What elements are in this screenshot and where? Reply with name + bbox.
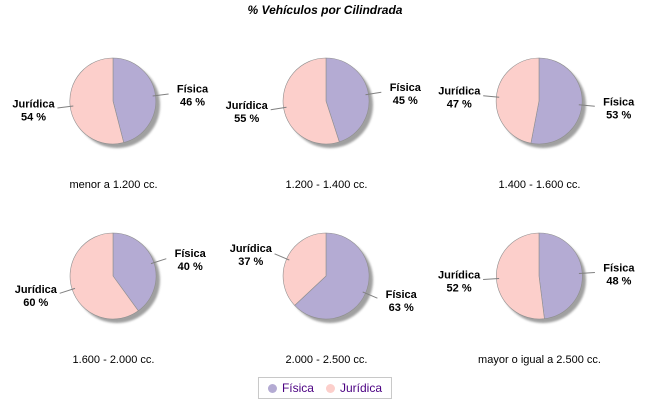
pie-slice-value-fisica: 46 % [180, 97, 205, 109]
pie-cell-4: Física 40 % Jurídica 60 % 1.600 - 2.000 cc. [5, 205, 222, 375]
legend-item-juridica: Jurídica [325, 381, 383, 395]
pie-slice-name-juridica: Jurídica [438, 270, 481, 282]
label-leader-line [483, 95, 500, 98]
legend-swatch-fisica-icon [267, 383, 277, 393]
pie-slice-value-juridica: 60 % [23, 297, 48, 309]
pie-cell-3: Física 53 % Jurídica 47 % 1.400 - 1.600 cc. [431, 30, 648, 200]
label-leader-line [270, 106, 287, 111]
pie-slice-juridica [496, 232, 545, 320]
pie-slice-value-fisica: 63 % [389, 302, 414, 314]
legend-label-fisica: Física [281, 381, 314, 395]
pie-slice-value-fisica: 48 % [606, 275, 631, 287]
pie-slice-name-fisica: Física [386, 289, 418, 301]
pie-slice-name-juridica: Jurídica [226, 100, 269, 112]
pie-category-label: 1.400 - 1.600 cc. [498, 179, 581, 191]
pie-slice-value-juridica: 54 % [21, 111, 46, 123]
pie-slice-name-juridica: Jurídica [438, 86, 481, 98]
label-leader-line [362, 291, 378, 299]
label-leader-line [150, 258, 167, 265]
chart-title: % Vehículos por Cilindrada [247, 3, 403, 17]
pie-slice-name-juridica: Jurídica [12, 98, 55, 110]
label-leader-line [152, 93, 169, 97]
pie-slice-value-juridica: 55 % [234, 113, 259, 125]
pie-cell-6: Física 48 % Jurídica 52 % mayor o igual a 2… [431, 205, 648, 375]
legend: Física Jurídica [257, 377, 393, 399]
label-leader-line [274, 253, 290, 261]
pie-slice-name-fisica: Física [390, 82, 422, 94]
pie-slice-name-fisica: Física [603, 262, 635, 274]
pie-slice-value-fisica: 53 % [606, 110, 631, 122]
pie-slice-name-fisica: Física [175, 248, 207, 260]
legend-item-fisica: Física [267, 381, 314, 395]
pie-cell-1: Física 46 % Jurídica 54 % menor a 1.200 cc. [5, 30, 222, 200]
legend-label-juridica: Jurídica [339, 381, 383, 395]
pie-cell-2: Física 45 % Jurídica 55 % 1.200 - 1.400 cc. [218, 30, 435, 200]
pie-category-label: menor a 1.200 cc. [69, 179, 158, 191]
pie-cell-5: Física 63 % Jurídica 37 % 2.000 - 2.500 cc. [218, 205, 435, 375]
pie-slice-name-juridica: Jurídica [230, 243, 273, 255]
pie-category-label: 2.000 - 2.500 cc. [285, 354, 368, 366]
label-leader-line [483, 278, 500, 280]
pie-slice-name-fisica: Física [177, 84, 209, 96]
pie-slice-value-juridica: 37 % [238, 256, 263, 268]
pie-slice-name-juridica: Jurídica [15, 284, 58, 296]
pie-category-label: 1.600 - 2.000 cc. [72, 354, 155, 366]
label-leader-line [578, 272, 595, 274]
pie-category-label: mayor o igual a 2.500 cc. [478, 354, 601, 366]
pie-slice-value-fisica: 40 % [178, 261, 203, 273]
legend-swatch-juridica-icon [325, 383, 335, 393]
pie-slice-juridica [495, 57, 540, 144]
label-leader-line [57, 105, 74, 109]
label-leader-line [59, 287, 76, 294]
pie-slice-name-fisica: Física [603, 97, 635, 109]
pie-slice-value-juridica: 52 % [447, 283, 472, 295]
pie-category-label: 1.200 - 1.400 cc. [285, 179, 368, 191]
pie-slice-value-juridica: 47 % [447, 99, 472, 111]
label-leader-line [578, 104, 595, 107]
label-leader-line [365, 91, 382, 96]
pie-slice-value-fisica: 45 % [393, 95, 418, 107]
